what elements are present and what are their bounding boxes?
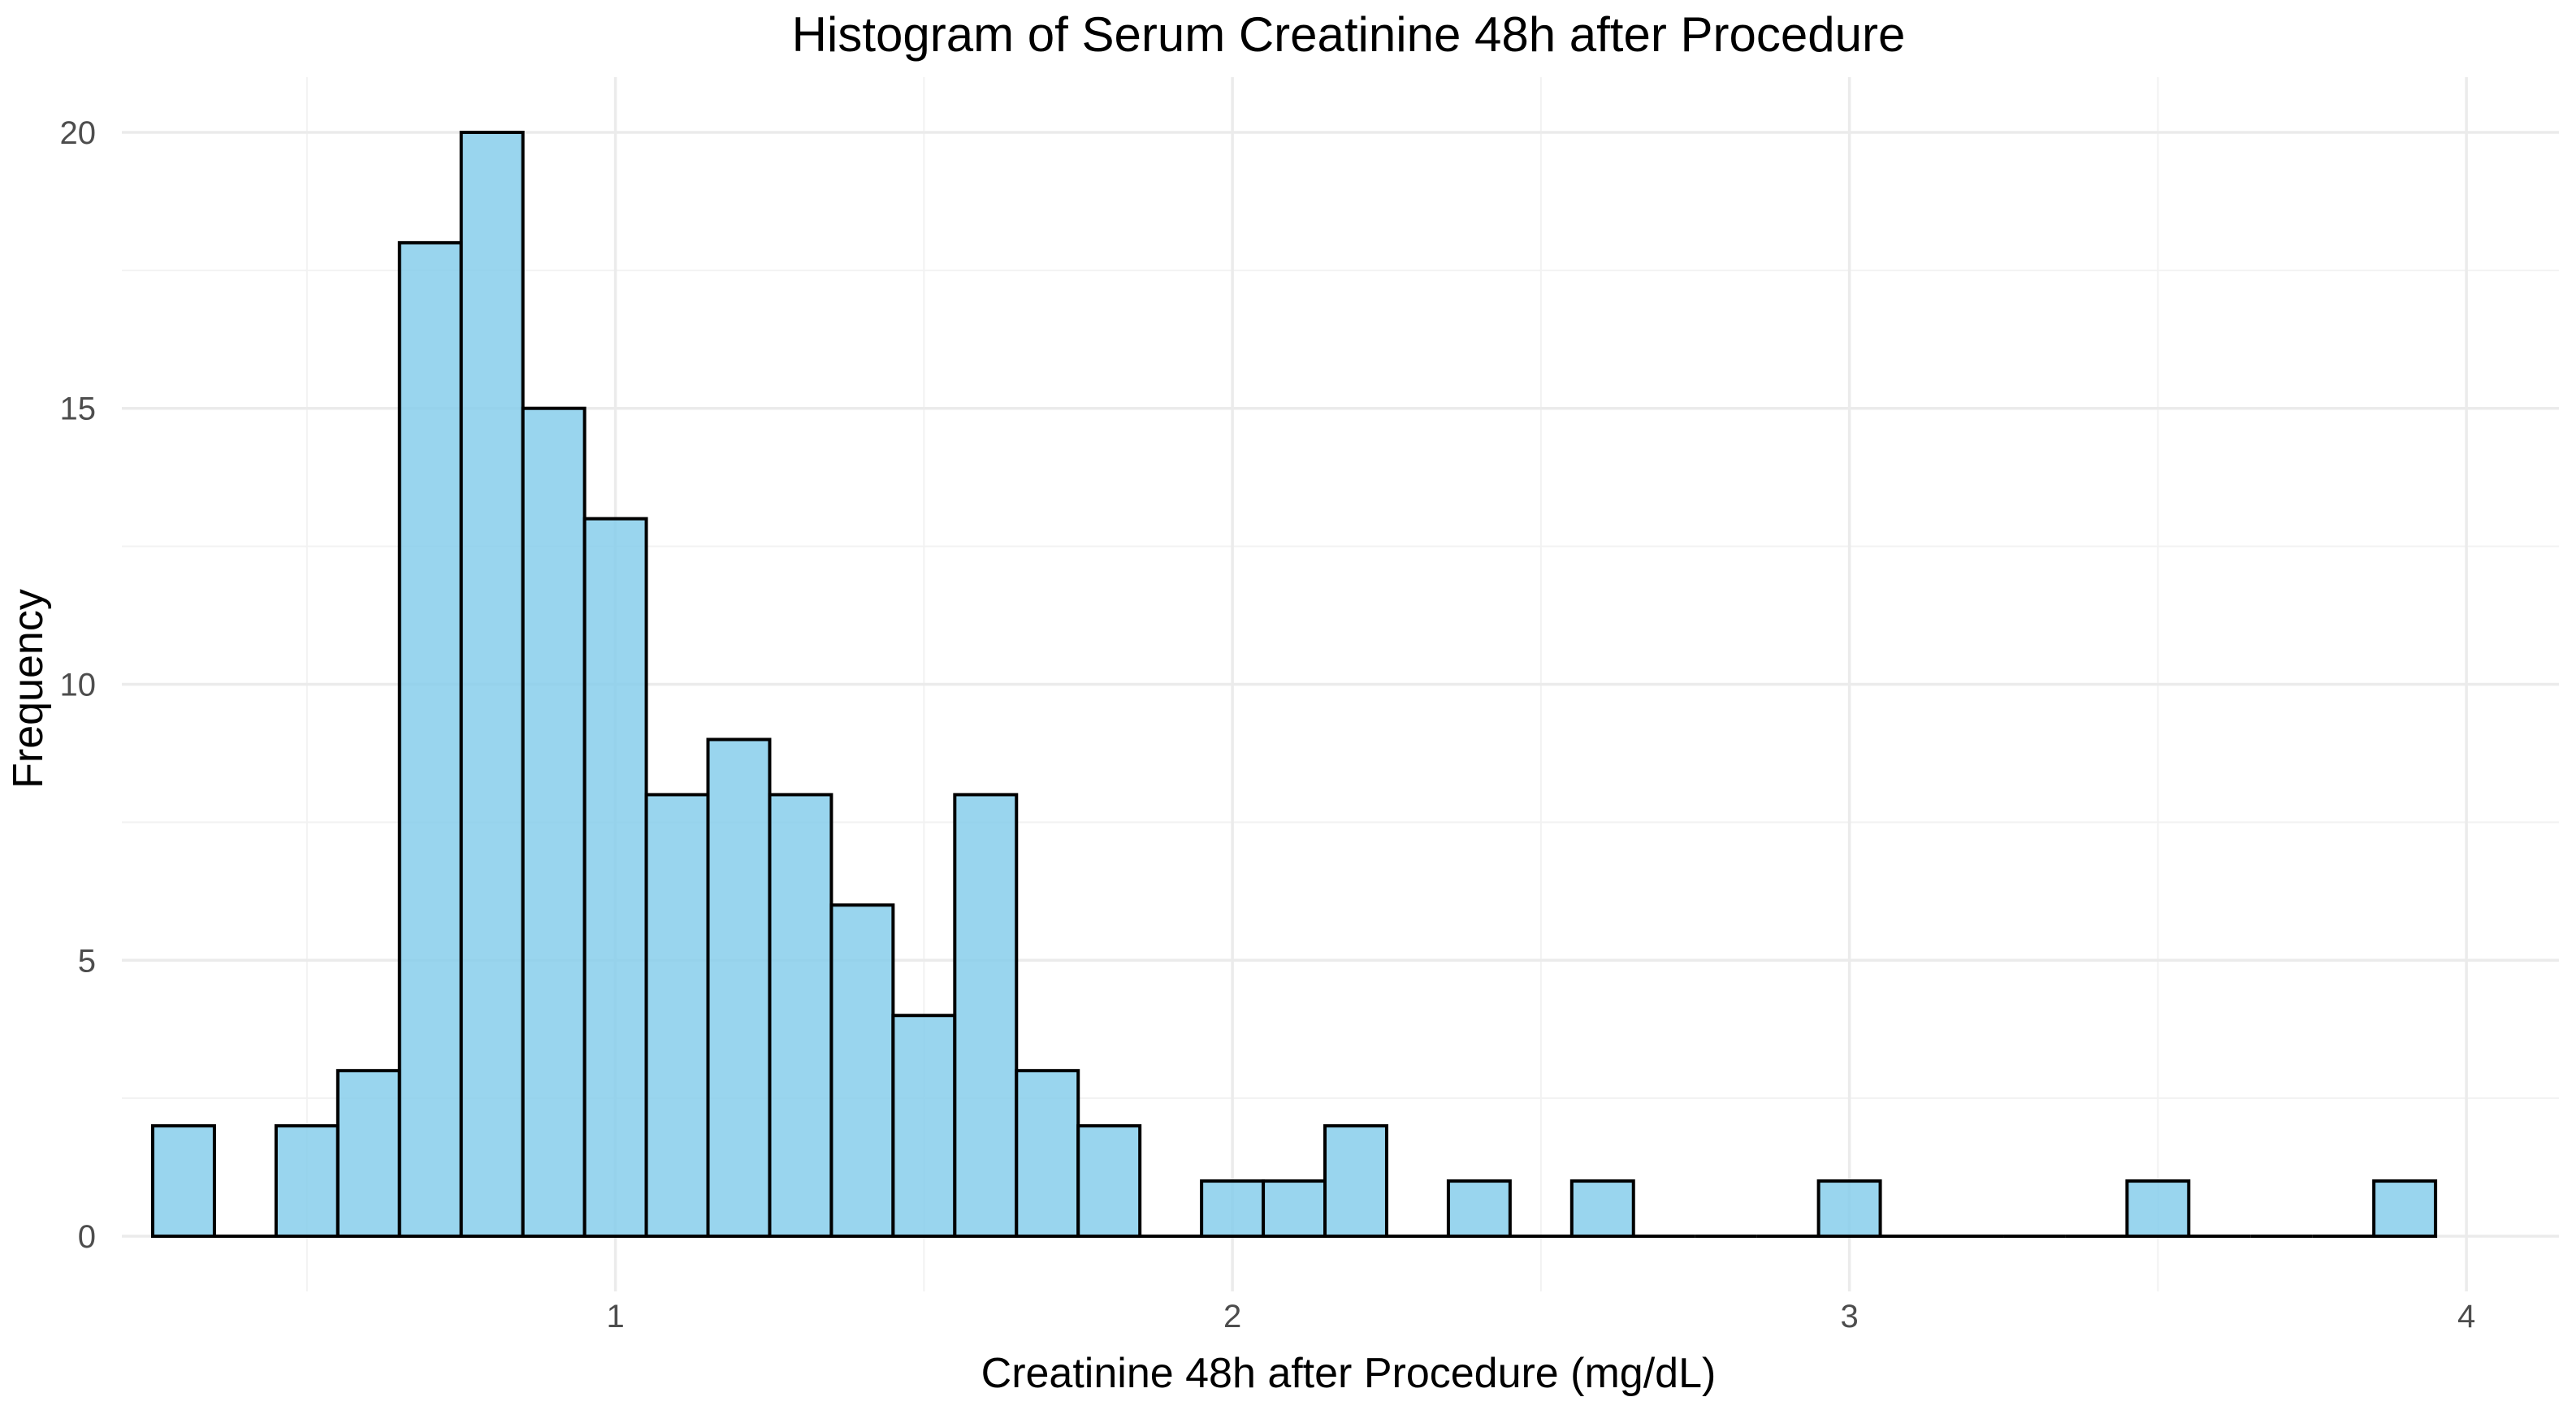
x-tick-label: 1 xyxy=(606,1299,624,1334)
histogram-bar xyxy=(953,793,1019,1239)
histogram-bar xyxy=(459,130,525,1239)
y-axis-title: Frequency xyxy=(5,589,52,789)
histogram-bar xyxy=(521,406,587,1239)
histogram-bar xyxy=(2125,1179,2191,1239)
tick-labels: 1 2 3 4 0 5 10 15 20 xyxy=(60,115,2476,1334)
histogram-bar xyxy=(1076,1124,1142,1239)
histogram-bar xyxy=(829,903,895,1239)
histogram-bar xyxy=(706,737,772,1239)
x-tick-label: 4 xyxy=(2457,1299,2475,1334)
chart-title: Histogram of Serum Creatinine 48h after … xyxy=(792,7,1906,62)
y-tick-label: 0 xyxy=(78,1219,96,1255)
histogram-bar xyxy=(768,793,833,1239)
histogram-bar xyxy=(2372,1179,2438,1239)
y-tick-label: 5 xyxy=(78,943,96,979)
x-tick-label: 3 xyxy=(1840,1299,1858,1334)
y-tick-label: 15 xyxy=(60,391,97,427)
histogram-bar xyxy=(336,1069,401,1239)
histogram-bar xyxy=(397,240,463,1239)
histogram-bar xyxy=(150,1124,216,1239)
x-tick-label: 2 xyxy=(1223,1299,1241,1334)
histogram-bar xyxy=(1816,1179,1882,1239)
bars xyxy=(150,130,2438,1239)
histogram-bar xyxy=(1262,1179,1327,1239)
histogram-bar xyxy=(1323,1124,1388,1239)
y-tick-label: 20 xyxy=(60,115,97,151)
y-tick-label: 10 xyxy=(60,668,97,703)
x-axis-title: Creatinine 48h after Procedure (mg/dL) xyxy=(981,1350,1717,1397)
histogram-bar xyxy=(891,1014,957,1239)
histogram-bar xyxy=(1569,1179,1635,1239)
histogram-bar xyxy=(582,517,648,1239)
histogram-bar xyxy=(274,1124,340,1239)
histogram-bar xyxy=(1446,1179,1512,1239)
histogram-bar xyxy=(644,793,710,1239)
histogram-bar xyxy=(1015,1069,1080,1239)
histogram-bar xyxy=(1200,1179,1266,1239)
